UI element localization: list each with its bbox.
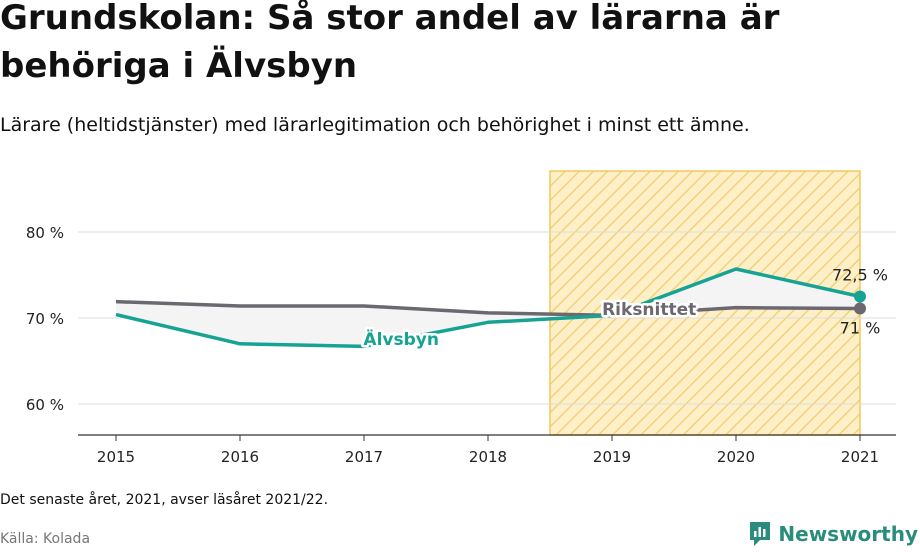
data-point-riksnittet-end [854,302,866,315]
y-tick-label: 70 % [26,310,64,328]
x-tick-label: 2015 [97,448,135,466]
chart-subtitle: Lärare (heltidstjänster) med lärarlegiti… [0,114,750,136]
x-tick-label: 2020 [717,448,755,466]
data-label-riksnittet-end: 71 % [840,319,881,338]
series-label-riksnittet: Riksnittet [602,300,696,320]
y-tick-label: 60 % [26,396,64,414]
x-tick-label: 2017 [345,448,383,466]
series-line-riksnittet [115,299,861,318]
x-tick-label: 2021 [841,448,879,466]
chart-title: Grundskolan: Så stor andel av lärarna är… [0,0,780,86]
y-tick-label: 80 % [26,224,64,242]
newsworthy-logo-icon [750,522,771,546]
series-label-alvsbyn: Älvsbyn [363,328,439,350]
gap-area [116,268,860,347]
chart-footnote: Det senaste året, 2021, avser läsåret 20… [0,492,329,508]
data-point-alvsbyn-end [854,290,866,303]
brand-logo[interactable]: Newsworthy [748,519,918,549]
x-tick-label: 2016 [221,448,259,466]
data-label-alvsbyn-end: 72,5 % [832,266,888,285]
series-line-alvsbyn [115,267,861,349]
x-tick-label: 2019 [593,448,631,466]
brand-name: Newsworthy [778,522,918,546]
x-tick-label: 2018 [469,448,507,466]
chart-source: Källa: Kolada [0,531,91,547]
